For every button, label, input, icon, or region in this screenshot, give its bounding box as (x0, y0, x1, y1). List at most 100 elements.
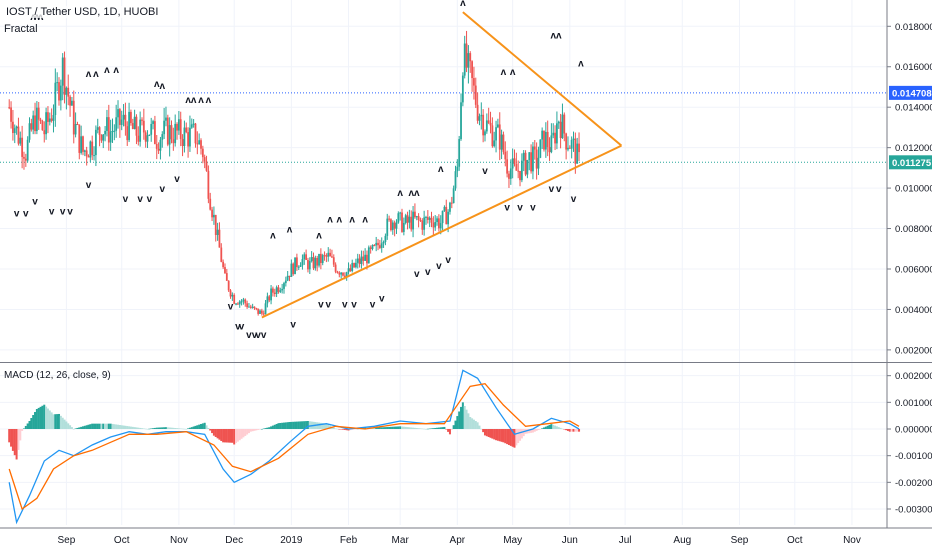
candle-body (72, 100, 75, 135)
fractal-up-marker: ʌ (287, 225, 293, 236)
candle-body (334, 264, 337, 272)
fractal-down-marker: v (255, 330, 261, 341)
macd-histogram-bar (10, 429, 13, 447)
candle-body (500, 134, 503, 150)
macd-histogram-bar (447, 429, 450, 432)
trendlines[interactable] (261, 11, 623, 319)
macd-histogram-bar (56, 414, 59, 429)
candle-body (150, 123, 153, 135)
macd-histogram-bar (58, 413, 61, 429)
macd-histogram-bar (568, 429, 571, 432)
macd-histogram-bar (445, 429, 448, 430)
macd-histogram-bar (428, 428, 431, 430)
candle-body (460, 102, 462, 140)
macd-histogram-bar (295, 421, 298, 429)
y-tick-label: 0.008000 (895, 224, 932, 235)
candle-body (572, 138, 575, 140)
macd-histogram-bar (323, 423, 326, 429)
fractal-down-marker: v (504, 202, 510, 213)
macd-histogram-bar (384, 427, 387, 429)
macd-histogram-bar (179, 428, 182, 429)
macd-histogram-bar (576, 429, 579, 432)
macd-histogram-bar (452, 425, 455, 429)
macd-histogram-bar (270, 426, 273, 429)
x-tick-label: May (503, 535, 522, 546)
candle-body (126, 126, 129, 141)
macd-histogram-bar (487, 429, 490, 437)
candle-body (56, 82, 59, 84)
candle-body (307, 259, 309, 270)
macd-histogram-bar (443, 426, 446, 429)
candle-body (248, 306, 250, 308)
price-label: 0.011275 (892, 158, 932, 169)
macd-histogram-bar (22, 428, 25, 429)
candle-body (578, 143, 580, 153)
candle-body (412, 211, 414, 230)
macd-histogram-bar (399, 426, 402, 429)
candle-body (535, 149, 538, 169)
candle-body (203, 157, 206, 162)
candle-body (323, 255, 326, 257)
candle-body (373, 245, 376, 247)
macd-histogram-bar (439, 427, 442, 429)
macd-histogram-bar (482, 429, 485, 433)
candle-body (12, 121, 14, 134)
candle-body (238, 301, 241, 305)
macd-histogram-bar (419, 428, 422, 429)
candlesticks (8, 30, 580, 316)
macd-histogram-bar (120, 425, 123, 429)
macd-histogram-bar (61, 417, 64, 429)
macd-histogram-bar (144, 428, 147, 430)
x-tick-label: Sep (57, 535, 75, 546)
fractal-down-marker: v (252, 330, 258, 341)
candle-body (214, 214, 217, 236)
trendline (261, 144, 622, 319)
macd-histogram-bar (288, 422, 291, 429)
candle-body (498, 124, 501, 150)
candle-body (257, 308, 260, 314)
candle-body (349, 268, 352, 271)
candle-body (386, 218, 389, 236)
candle-body (410, 216, 413, 230)
candle-body (463, 43, 466, 76)
macd-histogram-bar (284, 422, 287, 429)
macd-histogram-bar (170, 427, 173, 429)
macd-histogram-bar (478, 425, 481, 429)
macd-histogram-bar (493, 429, 496, 440)
y-tick-label: 0.006000 (895, 264, 932, 275)
candle-body (177, 119, 180, 131)
macd-histogram-bar (410, 427, 413, 429)
macd-histogram-bar (161, 427, 164, 429)
candle-body (556, 123, 558, 144)
candle-body (122, 114, 125, 120)
candle-body (378, 245, 381, 248)
candle-body (567, 147, 569, 150)
candle-body (552, 132, 555, 136)
macd-histogram-bar (218, 429, 221, 440)
fractal-down-marker: v (14, 208, 20, 219)
candle-body (93, 155, 95, 157)
macd-histogram-bar (192, 426, 195, 429)
macd-histogram-bar (380, 427, 383, 429)
macd-histogram-bar (249, 429, 252, 432)
candle-body (17, 126, 20, 144)
candle-body (131, 123, 134, 129)
macd-tick-label: -0.002000 (895, 478, 932, 489)
candle-body (447, 211, 450, 225)
macd-histogram-bar (85, 425, 88, 429)
fractal-down-marker: v (530, 202, 536, 213)
candle-body (342, 272, 344, 276)
candle-body (104, 130, 107, 135)
macd-histogram-bar (122, 425, 125, 429)
macd-histogram-bar (572, 429, 575, 432)
candle-body (172, 139, 175, 144)
candle-body (209, 198, 212, 210)
candle-body (554, 132, 556, 144)
macd-histogram-bar (511, 429, 514, 447)
candle-body (133, 116, 136, 129)
fractal-down-marker: v (425, 267, 431, 278)
candle-body (146, 135, 149, 142)
candle-body (63, 57, 66, 95)
trendline (462, 11, 623, 147)
candle-body (360, 256, 363, 264)
